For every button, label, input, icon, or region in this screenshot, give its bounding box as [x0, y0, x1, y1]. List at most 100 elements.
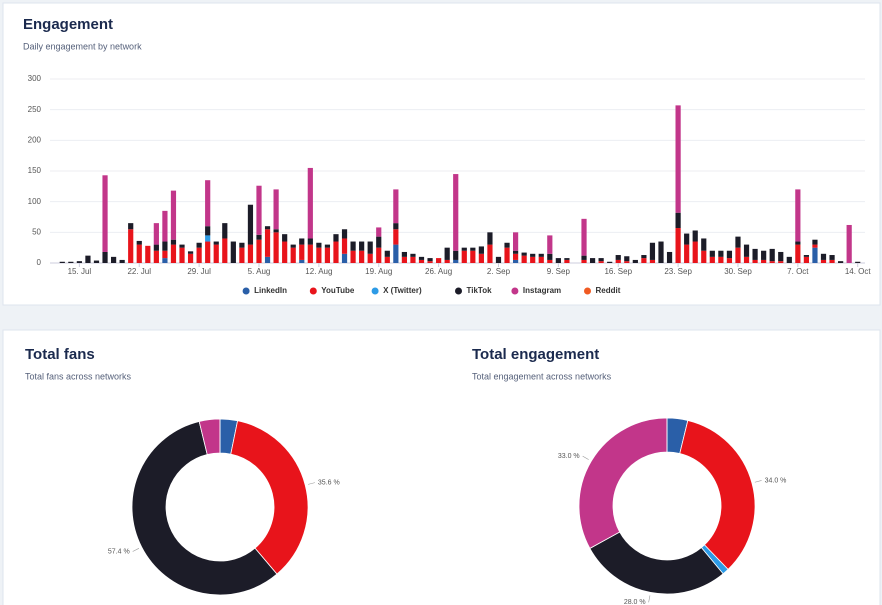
bar-segment [333, 234, 339, 242]
x-tick-label: 9. Sep [547, 267, 571, 276]
bar-segment [743, 244, 750, 257]
slice-label: 34.0 % [765, 477, 787, 484]
bar-segment [581, 218, 587, 256]
bar-segment [110, 256, 117, 263]
bar-segment [179, 244, 185, 248]
bar-segment [795, 189, 801, 242]
slice-label: 35.6 % [318, 479, 340, 486]
bar-segment [444, 259, 450, 263]
bar-segment [761, 250, 767, 260]
bar-segment [444, 247, 450, 260]
bar-segment [170, 244, 177, 263]
bar-segment [846, 224, 852, 263]
y-tick-label: 100 [28, 197, 42, 206]
x-tick-label: 30. Sep [724, 267, 752, 276]
bar-segment [222, 238, 228, 263]
label-connector [648, 595, 651, 603]
bar-segment [512, 250, 519, 254]
bar-segment [393, 189, 399, 224]
bar-segment [256, 185, 262, 235]
bar-segment [709, 250, 715, 257]
legend-label: LinkedIn [254, 286, 287, 295]
x-tick-label: 23. Sep [664, 267, 692, 276]
bar-segment [487, 232, 493, 245]
bar-segment [376, 236, 382, 248]
legend-label: YouTube [321, 286, 355, 295]
bar-segment [504, 247, 510, 263]
bar-segment [658, 241, 664, 263]
bar-segment [196, 242, 202, 248]
bar-segment [213, 244, 219, 263]
label-connector [582, 455, 589, 460]
bar-segment [786, 256, 792, 263]
x-tick-label: 29. Jul [187, 267, 211, 276]
bar-segment [324, 244, 331, 248]
bar-segment [239, 242, 245, 248]
bar-segment [512, 253, 519, 260]
y-tick-label: 200 [28, 135, 42, 144]
bar-segment [170, 190, 177, 240]
bar-segment [752, 248, 758, 260]
bar-segment [367, 253, 373, 263]
bar-segment [341, 253, 348, 263]
bar-segment [282, 241, 288, 263]
bar-segment [735, 236, 741, 248]
y-tick-label: 50 [32, 227, 41, 236]
bar-segment [812, 239, 818, 245]
bar-segment [213, 241, 219, 245]
bar-segment [547, 259, 553, 263]
label-connector [132, 548, 140, 552]
bar-segment [85, 255, 91, 263]
bar-segment [701, 238, 707, 251]
bar-segment [205, 235, 211, 242]
chart-subtitle: Total fans across networks [25, 371, 132, 381]
bar-segment [93, 260, 100, 263]
bar-segment [59, 261, 65, 263]
bar-segment [264, 256, 271, 263]
bar-segment [290, 247, 296, 263]
bar-segment [495, 256, 502, 263]
bar-segment [641, 258, 647, 263]
legend-label: X (Twitter) [383, 286, 422, 295]
legend-marker [511, 287, 519, 295]
bar-segment [598, 258, 604, 262]
bar-segment [743, 256, 750, 263]
label-connector [754, 480, 762, 483]
bar-segment [820, 253, 827, 260]
bar-segment [153, 244, 159, 251]
bar-segment [726, 258, 733, 263]
x-tick-label: 12. Aug [305, 267, 332, 276]
bar-segment [376, 227, 382, 237]
x-tick-label: 26. Aug [425, 267, 452, 276]
bar-segment [504, 242, 510, 248]
y-tick-label: 0 [37, 258, 42, 267]
bar-segment [299, 244, 305, 260]
bar-segment [855, 261, 861, 263]
legend-label: TikTok [467, 286, 493, 295]
bar-segment [649, 259, 656, 263]
x-tick-label: 2. Sep [487, 267, 511, 276]
bar-segment [701, 250, 707, 263]
bar-segment [239, 247, 245, 263]
bar-segment [547, 235, 553, 254]
bar-segment [589, 258, 596, 263]
bar-segment [820, 259, 827, 263]
bar-segment [205, 226, 211, 236]
bar-segment [718, 256, 724, 263]
bar-segment [453, 250, 459, 260]
legend-marker [455, 287, 462, 295]
legend-label: Reddit [596, 286, 621, 295]
bar-segment [769, 248, 775, 262]
bar-segment [487, 244, 493, 263]
x-tick-label: 16. Sep [604, 267, 632, 276]
legend-marker [242, 287, 250, 295]
bar-segment [76, 261, 82, 263]
bar-segment [273, 189, 279, 230]
y-tick-label: 150 [28, 166, 42, 175]
bar-segment [102, 175, 108, 252]
bar-segment [341, 238, 348, 254]
bar-segment [162, 250, 168, 259]
donut-slice [578, 417, 668, 549]
chart-title: Total fans [25, 346, 95, 363]
bar-segment [393, 244, 399, 263]
